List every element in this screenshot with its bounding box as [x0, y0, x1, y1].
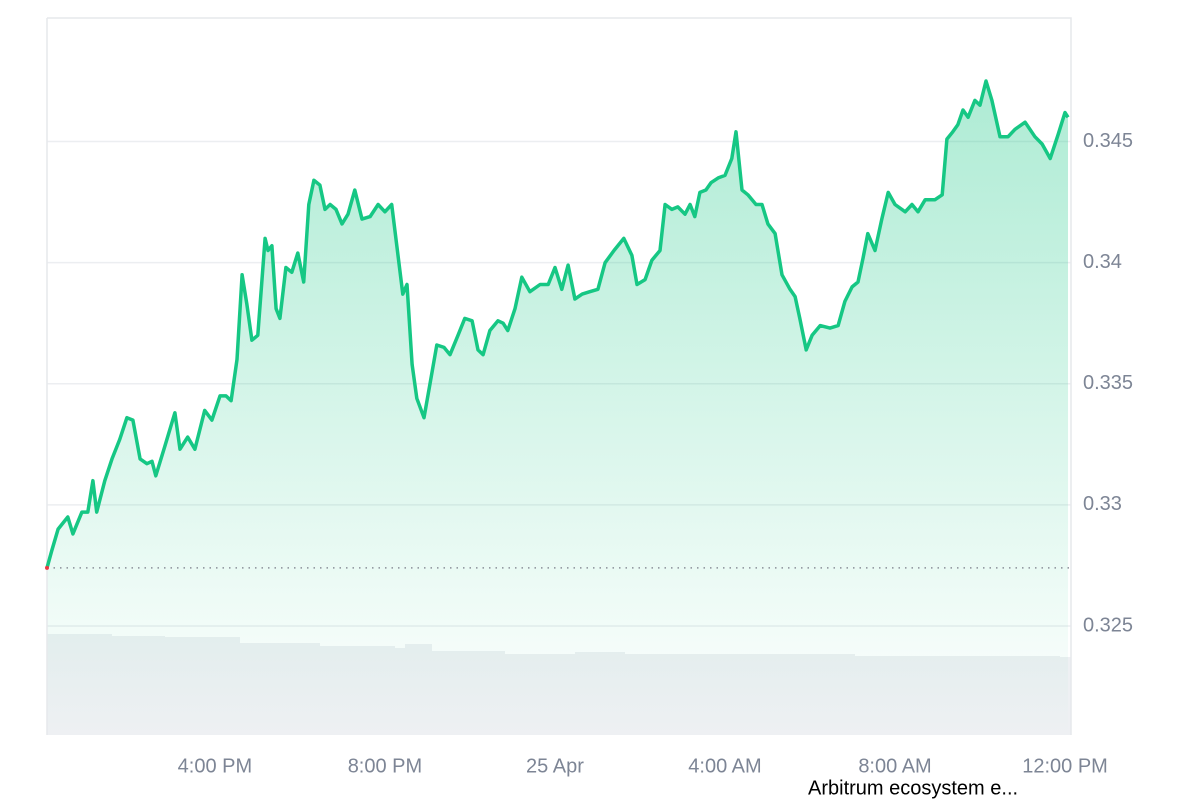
y-tick-label: 0.33	[1083, 493, 1122, 515]
price-line	[45, 79, 1070, 569]
x-tick-label: 12:00 PM	[1022, 755, 1108, 777]
y-tick-label: 0.325	[1083, 614, 1133, 636]
x-tick-label: 25 Apr	[526, 755, 584, 777]
x-tick-label: 4:00 AM	[688, 755, 761, 777]
y-tick-label: 0.34	[1083, 251, 1122, 273]
y-tick-label: 0.335	[1083, 372, 1133, 394]
x-tick-label: 8:00 PM	[348, 755, 422, 777]
plot-frame	[46, 17, 1072, 735]
y-tick-label: 0.345	[1083, 130, 1133, 152]
x-tick-label: 4:00 PM	[178, 755, 252, 777]
area-fill	[47, 81, 1069, 735]
start-dot	[45, 565, 49, 570]
caption: Arbitrum ecosystem e...	[808, 777, 1018, 799]
x-tick-label: 8:00 AM	[858, 755, 931, 777]
